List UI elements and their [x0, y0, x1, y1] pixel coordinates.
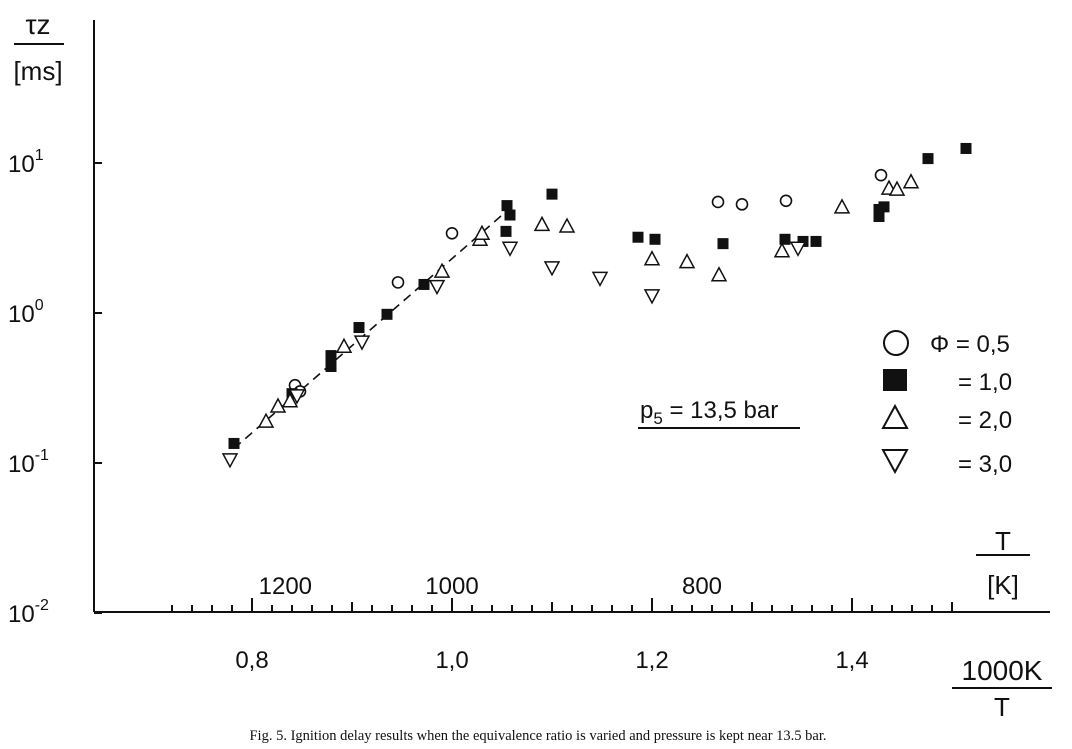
marker-phi-3-0: [353, 335, 371, 351]
marker-phi-3-0: [428, 279, 446, 296]
marker-phi-2-0: [902, 173, 920, 189]
y-tick-base: 10: [8, 301, 35, 328]
marker-phi-1-0: [810, 235, 822, 247]
pressure-annotation-rest: = 13,5 bar: [663, 397, 778, 424]
x-axis-label-denominator: T: [994, 692, 1010, 722]
legend-label-1-0: = 1,0: [958, 369, 1012, 396]
marker-phi-0-5: [711, 195, 725, 209]
marker-phi-0-5: [779, 194, 793, 208]
temperature-tick-label: 1200: [259, 573, 312, 600]
y-axis-label-top: τz: [25, 9, 50, 40]
marker-phi-2-0: [281, 392, 299, 408]
marker-phi-2-0: [678, 253, 696, 269]
y-tick-exponent: -1: [35, 447, 49, 464]
y-tick-exponent: 0: [35, 297, 44, 314]
marker-phi-3-0: [501, 241, 519, 257]
y-tick-exponent: -2: [35, 597, 49, 614]
marker-phi-2-0: [710, 266, 728, 282]
x-tick-label: 1,2: [635, 647, 668, 674]
marker-phi-1-0: [922, 153, 934, 165]
y-tick-base: 10: [8, 451, 35, 478]
y-tick-label: 10-1: [8, 447, 49, 478]
marker-phi-2-0: [773, 242, 791, 258]
temperature-axis-label-top: T: [995, 526, 1011, 556]
temperature-tick-label: 1000: [425, 573, 478, 600]
marker-phi-1-0: [878, 201, 890, 213]
figure-caption: Fig. 5. Ignition delay results when the …: [249, 728, 826, 744]
legend: Φ = 0,5 = 1,0 = 2,0 = 3,0: [881, 330, 1012, 478]
y-tick-label: 101: [8, 147, 44, 178]
legend-marker-circle: [883, 330, 909, 356]
x-tick-labels: 0,8 1,0 1,2 1,4: [235, 647, 868, 674]
marker-phi-2-0: [433, 262, 451, 278]
marker-phi-3-0: [643, 289, 661, 305]
marker-phi-1-0: [960, 142, 972, 154]
marker-phi-1-0: [228, 437, 240, 449]
marker-phi-2-0: [643, 250, 661, 266]
temperature-tick-label: 800: [682, 573, 722, 600]
legend-label-3-0: = 3,0: [958, 451, 1012, 478]
marker-phi-3-0: [591, 271, 609, 288]
marker-phi-1-0: [500, 225, 512, 237]
marker-phi-2-0: [558, 217, 576, 233]
marker-phi-1-0: [325, 350, 337, 362]
marker-phi-1-0: [353, 322, 365, 334]
marker-phi-2-0: [335, 337, 353, 354]
x-ticks: [171, 598, 953, 612]
marker-phi-1-0: [418, 278, 430, 290]
legend-marker-triangle-up: [881, 403, 909, 429]
marker-phi-1-0: [325, 360, 337, 372]
marker-phi-1-0: [504, 209, 516, 221]
pressure-annotation: p5 = 13,5 bar: [640, 397, 778, 428]
y-tick-label: 10-2: [8, 597, 49, 628]
marker-phi-3-0: [789, 241, 807, 257]
marker-phi-3-0: [543, 261, 561, 277]
marker-phi-1-0: [779, 233, 791, 245]
y-tick-base: 10: [8, 601, 35, 628]
pressure-annotation-p: p: [640, 397, 653, 424]
marker-phi-2-0: [888, 180, 906, 196]
marker-phi-2-0: [833, 198, 851, 214]
marker-phi-3-0: [221, 453, 239, 469]
legend-marker-square: [883, 369, 907, 391]
marker-phi-0-5: [874, 168, 888, 182]
x-tick-label: 1,0: [435, 647, 468, 674]
temperature-tick-labels: 1200 1000 800: [259, 573, 722, 600]
marker-phi-0-5: [445, 226, 459, 240]
legend-label-0-5: Φ = 0,5: [930, 331, 1010, 358]
marker-phi-0-5: [735, 198, 749, 211]
y-tick-base: 10: [8, 151, 35, 178]
x-tick-label: 1,4: [835, 647, 868, 674]
marker-phi-1-0: [632, 231, 644, 243]
marker-phi-2-0: [473, 224, 491, 241]
temperature-axis-label-unit: [K]: [987, 570, 1019, 600]
marker-phi-1-0: [381, 308, 393, 320]
marker-phi-1-0: [546, 188, 558, 200]
pressure-annotation-sub: 5: [653, 409, 662, 428]
marker-phi-1-0: [649, 233, 661, 245]
marker-phi-1-0: [873, 210, 885, 222]
y-tick-label: 100: [8, 297, 44, 328]
marker-phi-3-0: [288, 389, 306, 405]
y-tick-exponent: 1: [35, 147, 44, 164]
marker-phi-1-0: [501, 200, 513, 212]
marker-phi-0-5: [391, 276, 405, 289]
marker-phi-2-0: [257, 412, 275, 428]
x-tick-label: 0,8: [235, 647, 268, 674]
legend-marker-triangle-down: [881, 449, 909, 475]
legend-label-2-0: = 2,0: [958, 407, 1012, 434]
marker-phi-2-0: [269, 397, 287, 413]
y-axis-label-unit: [ms]: [13, 56, 62, 86]
data-markers: [221, 142, 972, 469]
marker-phi-2-0: [533, 215, 551, 232]
x-axis-label-numerator: 1000K: [962, 655, 1043, 686]
marker-phi-1-0: [797, 235, 809, 247]
marker-phi-1-0: [717, 238, 729, 250]
